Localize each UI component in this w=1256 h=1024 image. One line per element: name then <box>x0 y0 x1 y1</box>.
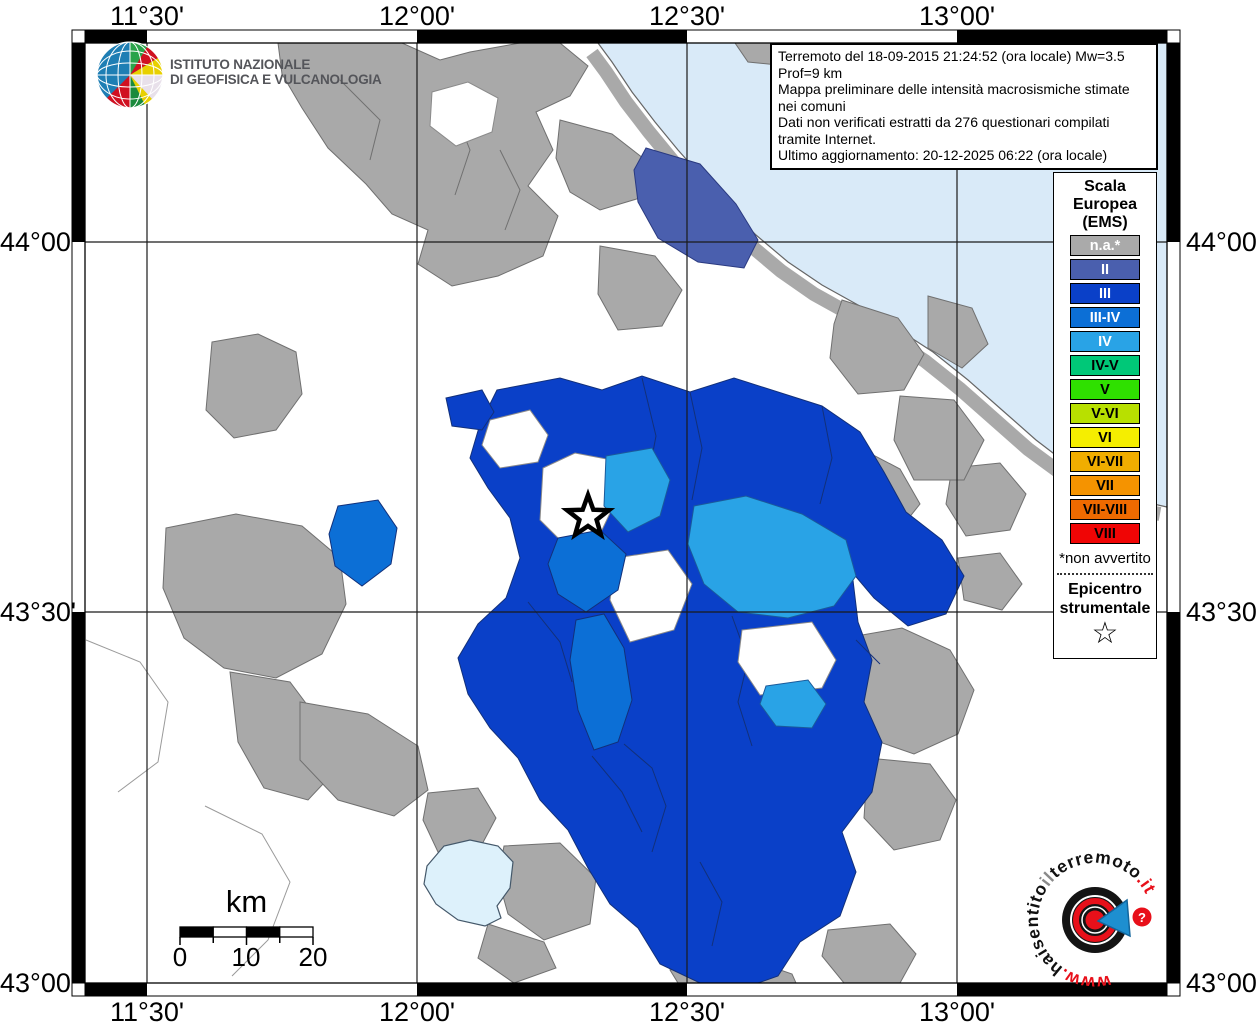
legend-epicenter-line2: strumentale <box>1059 600 1151 617</box>
legend-title: Scala Europea (EMS) <box>1054 178 1156 232</box>
info-line-updated: Ultimo aggiornamento: 20-12-2025 06:22 (… <box>778 147 1108 163</box>
legend-star-icon: ☆ <box>1091 617 1119 650</box>
legend-swatch-VIII: VIII <box>1070 523 1140 544</box>
legend-title-line3: (EMS) <box>1082 214 1128 231</box>
lake-region <box>423 839 514 927</box>
intensity-II-region <box>633 147 759 269</box>
info-line-data-source: Dati non verificati estratti da 276 ques… <box>778 114 1110 147</box>
axis-right-4330: 43°30' <box>1186 597 1256 627</box>
legend-swatch-VII-VIII: VII-VIII <box>1070 499 1140 520</box>
intensity-IV-regions <box>603 447 857 729</box>
haisentito-logo: www.haisentitoilterremoto.it ? <box>1007 833 1164 1000</box>
axis-top-1300: 13°00' <box>918 1 996 31</box>
axis-top-1200: 12°00' <box>378 1 456 31</box>
svg-text:?: ? <box>1138 910 1146 925</box>
legend-swatch-III-IV: III-IV <box>1070 307 1140 328</box>
legend-swatch-II: II <box>1070 259 1140 280</box>
legend-separator <box>1057 573 1153 575</box>
legend-swatch-VI: VI <box>1070 427 1140 448</box>
legend-swatch-V-VI: V-VI <box>1070 403 1140 424</box>
legend-swatch-III: III <box>1070 283 1140 304</box>
intensity-legend: Scala Europea (EMS) n.a.* II III III-IV … <box>1053 172 1157 659</box>
info-line-event: Terremoto del 18-09-2015 21:24:52 (ora l… <box>778 48 1125 81</box>
axis-bottom-1230: 12°30' <box>648 997 726 1024</box>
municipality-boundaries-white <box>85 639 291 977</box>
white-gap-municipalities <box>481 409 837 696</box>
graticule <box>85 43 1167 983</box>
white-municipality <box>429 81 499 147</box>
legend-title-line1: Scala <box>1084 178 1126 195</box>
axis-right-4400: 44°00' <box>1186 227 1256 257</box>
epicenter-star <box>560 488 616 541</box>
scale-bar-tick-10: 10 <box>231 942 261 972</box>
axis-bottom-1130: 11°30' <box>109 997 184 1024</box>
axis-top-1130: 11°30' <box>109 1 184 31</box>
scale-bar <box>179 926 314 945</box>
axis-bottom-1200: 12°00' <box>378 997 456 1024</box>
legend-swatch-V: V <box>1070 379 1140 400</box>
ingv-line1: ISTITUTO NAZIONALE <box>170 57 311 72</box>
axis-bottom-1300: 13°00' <box>918 997 996 1024</box>
legend-epicenter-line1: Epicentro <box>1068 581 1142 598</box>
axis-right-4300: 43°00' <box>1186 968 1256 998</box>
legend-epicenter-label: Epicentro strumentale <box>1054 580 1156 618</box>
haisentito-target-icon <box>1062 887 1131 953</box>
intensity-III-boundaries <box>527 377 881 947</box>
question-mark-icon: ? <box>1132 907 1152 927</box>
ingv-globe-logo <box>96 41 164 109</box>
legend-swatch-VI-VII: VI-VII <box>1070 451 1140 472</box>
legend-swatch-na: n.a.* <box>1070 235 1140 256</box>
legend-title-line2: Europea <box>1072 196 1137 213</box>
scale-bar-tick-20: 20 <box>298 942 328 972</box>
earthquake-info-box: Terremoto del 18-09-2015 21:24:52 (ora l… <box>770 43 1158 170</box>
legend-footnote: *non avvertito <box>1059 550 1151 567</box>
map-frame <box>71 29 1181 997</box>
legend-swatch-VII: VII <box>1070 475 1140 496</box>
ingv-wordmark: ISTITUTO NAZIONALE DI GEOFISICA E VULCAN… <box>170 57 382 87</box>
axis-left-4330: 43°30' <box>0 597 77 627</box>
intensity-III-IV-regions <box>328 499 633 751</box>
legend-swatch-IV: IV <box>1070 331 1140 352</box>
axis-left-4400: 44°00' <box>0 227 77 257</box>
axis-left-4300: 43°00' <box>0 968 77 998</box>
scale-bar-title: km <box>225 884 268 919</box>
scale-bar-tick-0: 0 <box>172 942 188 972</box>
ingv-line2: DI GEOFISICA E VULCANOLOGIA <box>170 71 382 87</box>
megaphone-icon <box>1096 898 1131 938</box>
legend-swatch-IV-V: IV-V <box>1070 355 1140 376</box>
axis-top-1230: 12°30' <box>648 1 726 31</box>
info-line-map-type: Mappa preliminare delle intensità macros… <box>778 81 1130 114</box>
